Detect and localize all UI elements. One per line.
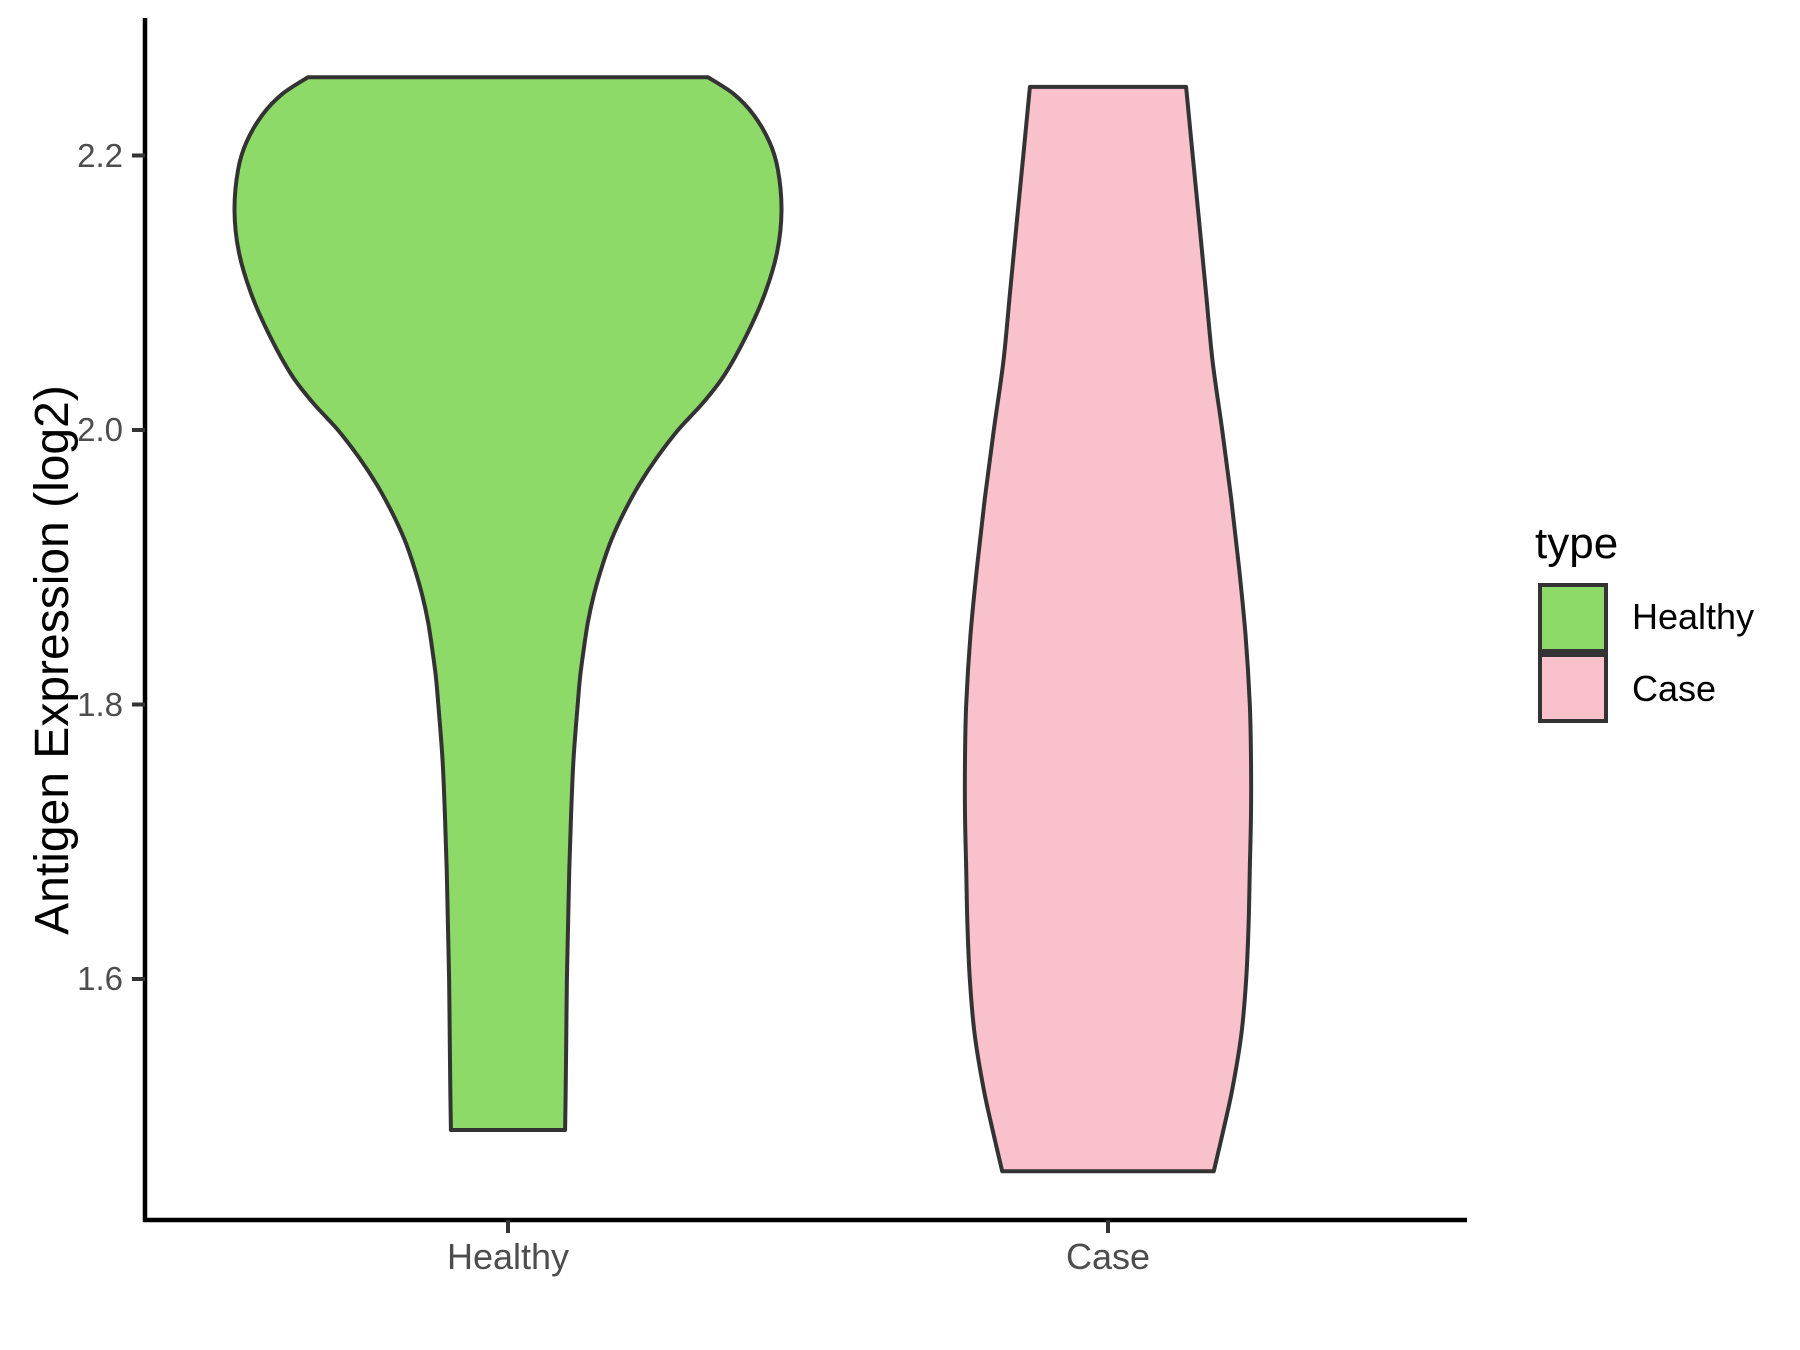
violin-healthy	[232, 75, 784, 1132]
legend-swatch-healthy	[1538, 583, 1608, 653]
y-tick-label-1_6: 1.6	[77, 960, 123, 997]
violin-case	[962, 84, 1254, 1174]
legend-title: type	[1535, 519, 1619, 568]
y-tick-label-1_8: 1.8	[77, 686, 123, 723]
legend-label-case: Case	[1632, 668, 1717, 709]
x-axis-label-healthy: Healthy	[446, 1236, 570, 1277]
x-axis-label-case: Case	[1065, 1236, 1151, 1277]
legend-swatch-case	[1538, 653, 1608, 723]
y-axis-title: Antigen Expression (log2)	[26, 385, 79, 935]
y-tick-label-2_0: 2.0	[77, 411, 123, 448]
y-tick-label-2_2: 2.2	[77, 137, 123, 174]
legend-label-healthy: Healthy	[1632, 596, 1755, 637]
